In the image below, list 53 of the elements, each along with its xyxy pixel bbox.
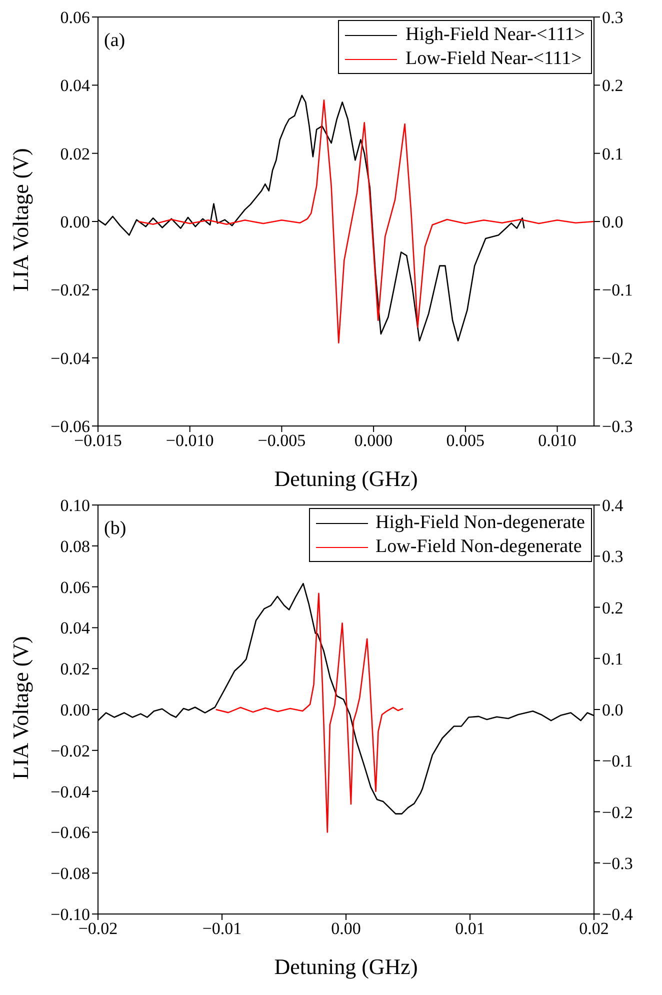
legend-label: High-Field Near-<111>: [405, 23, 585, 47]
y2-tick-label: 0.3: [602, 8, 624, 28]
y-tick-label: −0.08: [50, 864, 90, 884]
y2-tick-label: 0.3: [602, 547, 624, 566]
y-tick-label: 0.06: [60, 8, 90, 28]
y-tick-label: 0.04: [60, 76, 90, 96]
line-series: [215, 592, 404, 833]
y-tick-label: −0.04: [50, 782, 90, 802]
y-tick-label: 0.00: [60, 700, 90, 720]
y-tick-label: 0.06: [60, 578, 90, 597]
y-tick-label: −0.02: [50, 280, 90, 300]
y2-tick-label: −0.1: [602, 752, 633, 771]
y2-tick-label: 0.0: [602, 700, 624, 720]
legend-label: High-Field Non-degenerate: [376, 511, 585, 535]
x-tick-label: −0.015: [74, 431, 122, 450]
legend-label: Low-Field Near-<111>: [405, 47, 582, 71]
x-tick-label: −0.010: [166, 431, 214, 450]
y2-tick-label: −0.3: [602, 417, 633, 436]
y-tick-label: 0.00: [60, 212, 90, 232]
y-tick-label: 0.02: [60, 144, 90, 164]
y-tick-label: −0.06: [50, 823, 90, 842]
y2-tick-label: −0.3: [602, 854, 633, 873]
x-tick-label: 0.01: [455, 919, 485, 938]
y-tick-label: −0.04: [50, 348, 90, 368]
x-tick-label: 0.010: [538, 431, 576, 450]
y-tick-label: 0.10: [60, 496, 90, 516]
y2-tick-label: 0.1: [602, 144, 624, 164]
x-tick-label: 0.000: [354, 431, 393, 450]
y2-tick-label: 0.1: [602, 649, 624, 668]
line-series: [138, 100, 594, 344]
y2-tick-label: −0.1: [602, 280, 633, 300]
x-tick-label: 0.02: [579, 919, 609, 938]
x-tick-label: 0.00: [331, 919, 361, 938]
x-tick-label: 0.005: [446, 431, 485, 450]
y-axis-title: LIA Voltage (V): [8, 148, 33, 292]
y2-tick-label: 0.2: [602, 76, 624, 96]
y-tick-label: 0.08: [60, 536, 90, 556]
y-tick-label: 0.02: [60, 660, 90, 679]
y2-tick-label: −0.2: [602, 802, 633, 822]
y-axis-title: LIA Voltage (V): [8, 636, 33, 780]
annotation: (a): [104, 30, 126, 52]
x-tick-label: −0.005: [258, 431, 306, 450]
y-tick-label: 0.04: [60, 618, 90, 638]
x-axis-title: Detuning (GHz): [274, 466, 418, 491]
y2-tick-label: 0.2: [602, 598, 624, 618]
x-axis-title: Detuning (GHz): [274, 954, 418, 979]
y2-tick-label: −0.2: [602, 348, 633, 368]
x-tick-label: −0.01: [202, 919, 242, 938]
annotation: (b): [104, 518, 126, 540]
y2-tick-label: 0.4: [602, 496, 624, 516]
y2-tick-label: 0.0: [602, 212, 624, 232]
y-tick-label: −0.02: [50, 741, 90, 760]
legend-label: Low-Field Non-degenerate: [376, 535, 582, 559]
